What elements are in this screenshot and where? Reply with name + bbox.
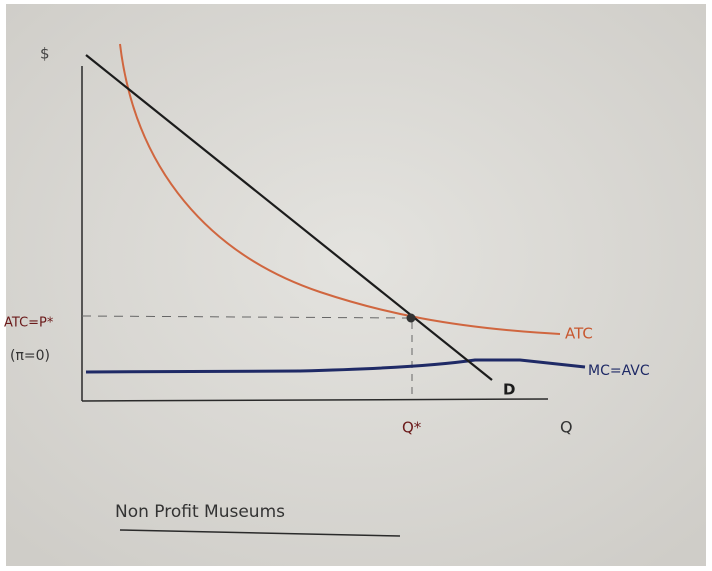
price-label: ATC=P* [4,316,54,331]
equilibrium-point [407,314,416,323]
paper [6,4,706,566]
page: {"axes": {"y_label": "$", "x_label": "Q"… [0,0,712,571]
y-axis-label: $ [40,45,50,63]
diagram: $ Q ATC=P* (π=0) Q* ATC MC=AVC D Non Pro… [0,0,712,571]
profit-label: (π=0) [10,348,50,364]
mc-avc-label: MC=AVC [588,363,650,379]
demand-label: D [503,381,515,399]
x-axis-label: Q [560,418,573,437]
caption: Non Profit Museums [115,502,285,522]
atc-label: ATC [565,325,593,343]
quantity-label: Q* [402,419,422,437]
